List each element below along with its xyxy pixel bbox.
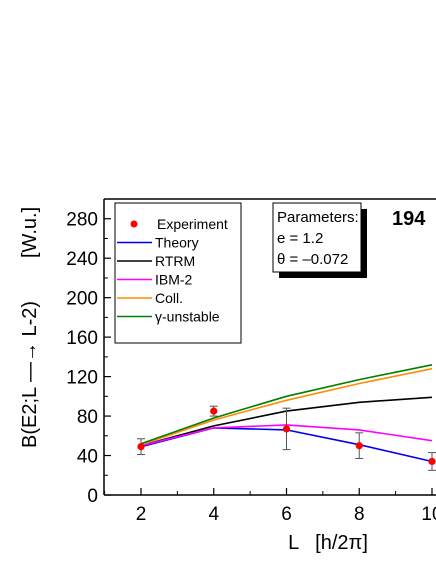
y-axis-unit-label: [W.u.] (19, 207, 41, 258)
experiment-point (282, 425, 291, 433)
experiment-point (428, 457, 436, 466)
y-tick-label: 120 (66, 368, 98, 389)
y-tick-label: 160 (66, 328, 98, 349)
parameters-theta: θ = –0.072 (277, 251, 348, 268)
nucleus-label: 194 (392, 208, 426, 230)
legend-label: Theory (155, 235, 199, 251)
x-tick-label: 2 (136, 504, 147, 525)
legend-entries: Experiment Theory RTRM IBM-2 Coll. γ-unstable (117, 216, 228, 325)
legend-label: RTRM (155, 253, 195, 269)
experiment-point (210, 407, 218, 415)
parameters-box: Parameters: e = 1.2 θ = –0.072 (272, 202, 367, 278)
y-tick-label: 240 (66, 249, 98, 270)
experiment-point (355, 442, 363, 450)
parameters-e: e = 1.2 (277, 230, 323, 247)
y-tick-label: 80 (77, 407, 98, 428)
y-tick-label: 280 (66, 210, 98, 231)
y-axis-label: B(E2;L —→ L-2) (19, 301, 41, 448)
parameters-box-frame (272, 202, 362, 273)
experiment-point (137, 443, 145, 451)
legend-label: Experiment (157, 216, 228, 232)
x-tick-label: 10 (421, 504, 436, 525)
legend-label: IBM-2 (155, 272, 193, 288)
legend-label: Coll. (155, 290, 183, 306)
legend-marker (130, 220, 138, 228)
parameters-heading: Parameters: (277, 209, 359, 226)
series-lines (140, 364, 433, 463)
y-ticks: 0 40 80 120 160 200 240 280 (66, 210, 111, 507)
x-ticks: 2 4 6 8 10 (104, 488, 436, 525)
series-line-coll (140, 367, 433, 446)
legend-label: γ-unstable (155, 309, 220, 325)
legend: Experiment Theory RTRM IBM-2 Coll. γ-unstable (114, 202, 242, 344)
x-tick-label: 6 (281, 504, 292, 525)
y-tick-label: 200 (66, 289, 98, 310)
series-line-unstable (140, 364, 433, 445)
x-axis-label: L [h/2π] (288, 532, 368, 554)
x-tick-label: 8 (354, 504, 365, 525)
x-tick-label: 4 (208, 504, 219, 525)
y-tick-label: 0 (87, 486, 98, 507)
experiment-points (137, 405, 436, 471)
y-tick-label: 40 (77, 447, 98, 468)
